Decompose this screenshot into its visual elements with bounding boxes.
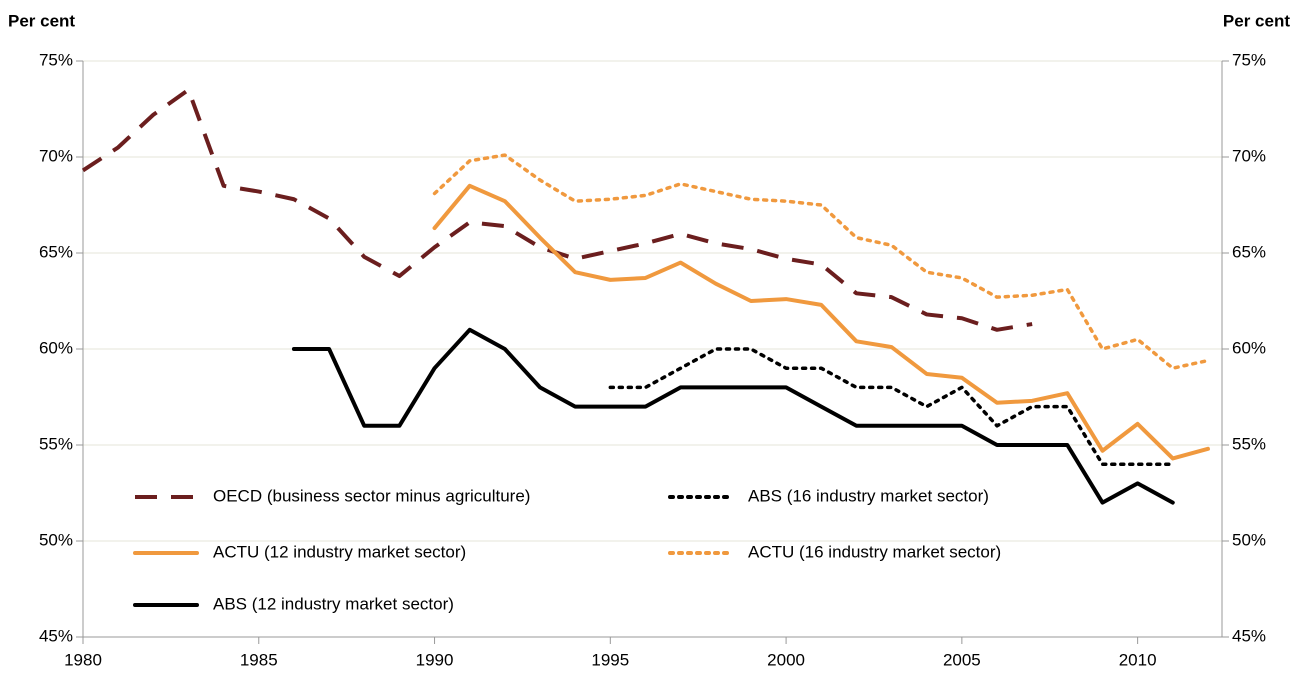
- series-line: [81, 87, 1033, 332]
- y-tick-label: 75%: [39, 50, 73, 69]
- series-line: [608, 347, 1175, 466]
- x-tick-label: 1985: [240, 650, 278, 669]
- series-line: [432, 183, 1210, 461]
- legend-label: OECD (business sector minus agriculture): [213, 486, 530, 505]
- legend-label: ACTU (12 industry market sector): [213, 542, 466, 561]
- legend-label: ABS (16 industry market sector): [748, 486, 989, 505]
- y-tick-label: 70%: [39, 146, 73, 165]
- x-tick-label: 1980: [64, 650, 102, 669]
- y2-tick-label: 60%: [1232, 338, 1266, 357]
- y2-tick-label: 50%: [1232, 530, 1266, 549]
- legend-label: ABS (12 industry market sector): [213, 594, 454, 613]
- y2-tick-label: 75%: [1232, 50, 1266, 69]
- x-tick-label: 2010: [1119, 650, 1157, 669]
- x-tick-label: 1990: [416, 650, 454, 669]
- y2-axis-label: Per cent: [1223, 11, 1290, 30]
- x-tick-label: 2005: [943, 650, 981, 669]
- y2-tick-label: 55%: [1232, 434, 1266, 453]
- y2-tick-label: 70%: [1232, 146, 1266, 165]
- series-line: [432, 153, 1210, 370]
- legend-label: ACTU (16 industry market sector): [748, 542, 1001, 561]
- y-tick-label: 55%: [39, 434, 73, 453]
- x-tick-label: 2000: [767, 650, 805, 669]
- y2-tick-label: 65%: [1232, 242, 1266, 261]
- y-tick-label: 50%: [39, 530, 73, 549]
- y-tick-label: 60%: [39, 338, 73, 357]
- y-tick-label: 65%: [39, 242, 73, 261]
- x-tick-label: 1995: [591, 650, 629, 669]
- series-line: [291, 327, 1175, 505]
- y2-tick-label: 45%: [1232, 626, 1266, 645]
- y-axis-label: Per cent: [8, 11, 75, 30]
- y-tick-label: 45%: [39, 626, 73, 645]
